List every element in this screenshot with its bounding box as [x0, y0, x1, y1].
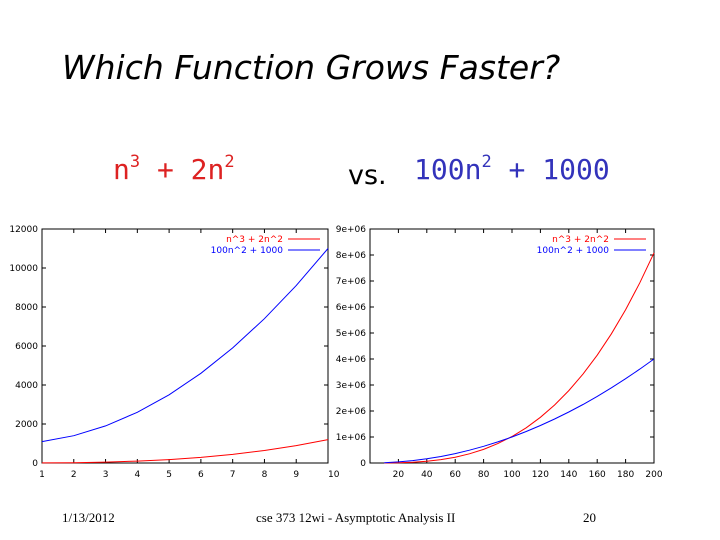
x-tick-label: 140 [560, 470, 577, 480]
x-tick-label: 6 [198, 470, 204, 480]
formula-left-exp2: 2 [224, 152, 235, 172]
series-line-1 [384, 252, 655, 464]
legend-label-2: 100n^2 + 1000 [211, 246, 284, 256]
y-tick-label: 8000 [15, 303, 38, 313]
y-tick-label: 9e+06 [336, 225, 367, 235]
plot-frame [369, 228, 655, 464]
x-tick-label: 200 [645, 470, 662, 480]
formula-left-term1: n [113, 153, 130, 186]
footer-date: 1/13/2012 [62, 510, 115, 525]
y-tick-label: 4e+06 [336, 355, 367, 365]
x-tick-label: 7 [230, 470, 236, 480]
formula-right-term1: 100n [414, 153, 482, 186]
formula-left: n3 + 2n2 [113, 152, 235, 186]
x-tick-label: 60 [449, 470, 461, 480]
y-tick-label: 12000 [9, 225, 38, 235]
y-tick-label: 6e+06 [336, 303, 367, 313]
x-tick-label: 10 [328, 470, 340, 480]
legend-label-2: 100n^2 + 1000 [537, 246, 610, 256]
series-line-2 [41, 248, 329, 443]
x-tick-label: 180 [617, 470, 634, 480]
x-tick-label: 9 [293, 470, 299, 480]
formula-left-exp1: 3 [129, 152, 141, 172]
y-tick-label: 7e+06 [336, 277, 367, 287]
formula-right-term2: + 1000 [491, 153, 610, 186]
y-tick-label: 5e+06 [336, 329, 367, 339]
slide-title: Which Function Grows Faster? [62, 48, 561, 87]
x-tick-label: 5 [166, 470, 172, 480]
series-line-1 [41, 439, 329, 464]
y-tick-label: 6000 [15, 342, 38, 352]
series-line-2 [384, 358, 655, 464]
y-tick-label: 0 [32, 459, 38, 469]
legend-label-1: n^3 + 2n^2 [552, 235, 609, 245]
x-tick-label: 2 [71, 470, 77, 480]
x-tick-label: 8 [262, 470, 268, 480]
x-tick-label: 1 [39, 470, 45, 480]
y-tick-label: 3e+06 [336, 381, 367, 391]
formula-left-term2: + 2n [140, 153, 225, 186]
x-tick-label: 4 [134, 470, 140, 480]
formula-right-exp1: 2 [481, 152, 492, 172]
y-tick-label: 1e+06 [336, 433, 367, 443]
y-tick-label: 2e+06 [336, 407, 367, 417]
x-tick-label: 100 [503, 470, 520, 480]
x-tick-label: 40 [421, 470, 433, 480]
x-tick-label: 20 [393, 470, 405, 480]
y-tick-label: 10000 [9, 264, 38, 274]
y-tick-label: 2000 [15, 420, 38, 430]
footer-page-number: 20 [583, 510, 596, 525]
x-tick-label: 80 [478, 470, 490, 480]
x-tick-label: 3 [103, 470, 109, 480]
x-tick-label: 160 [589, 470, 606, 480]
x-tick-label: 120 [532, 470, 549, 480]
y-tick-label: 0 [360, 459, 366, 469]
vs-label: vs. [348, 160, 387, 191]
y-tick-label: 8e+06 [336, 251, 367, 261]
legend-label-1: n^3 + 2n^2 [226, 235, 283, 245]
y-tick-label: 4000 [15, 381, 38, 391]
formula-right: 100n2 + 1000 [414, 152, 610, 186]
footer-course: cse 373 12wi - Asymptotic Analysis II [256, 510, 456, 525]
